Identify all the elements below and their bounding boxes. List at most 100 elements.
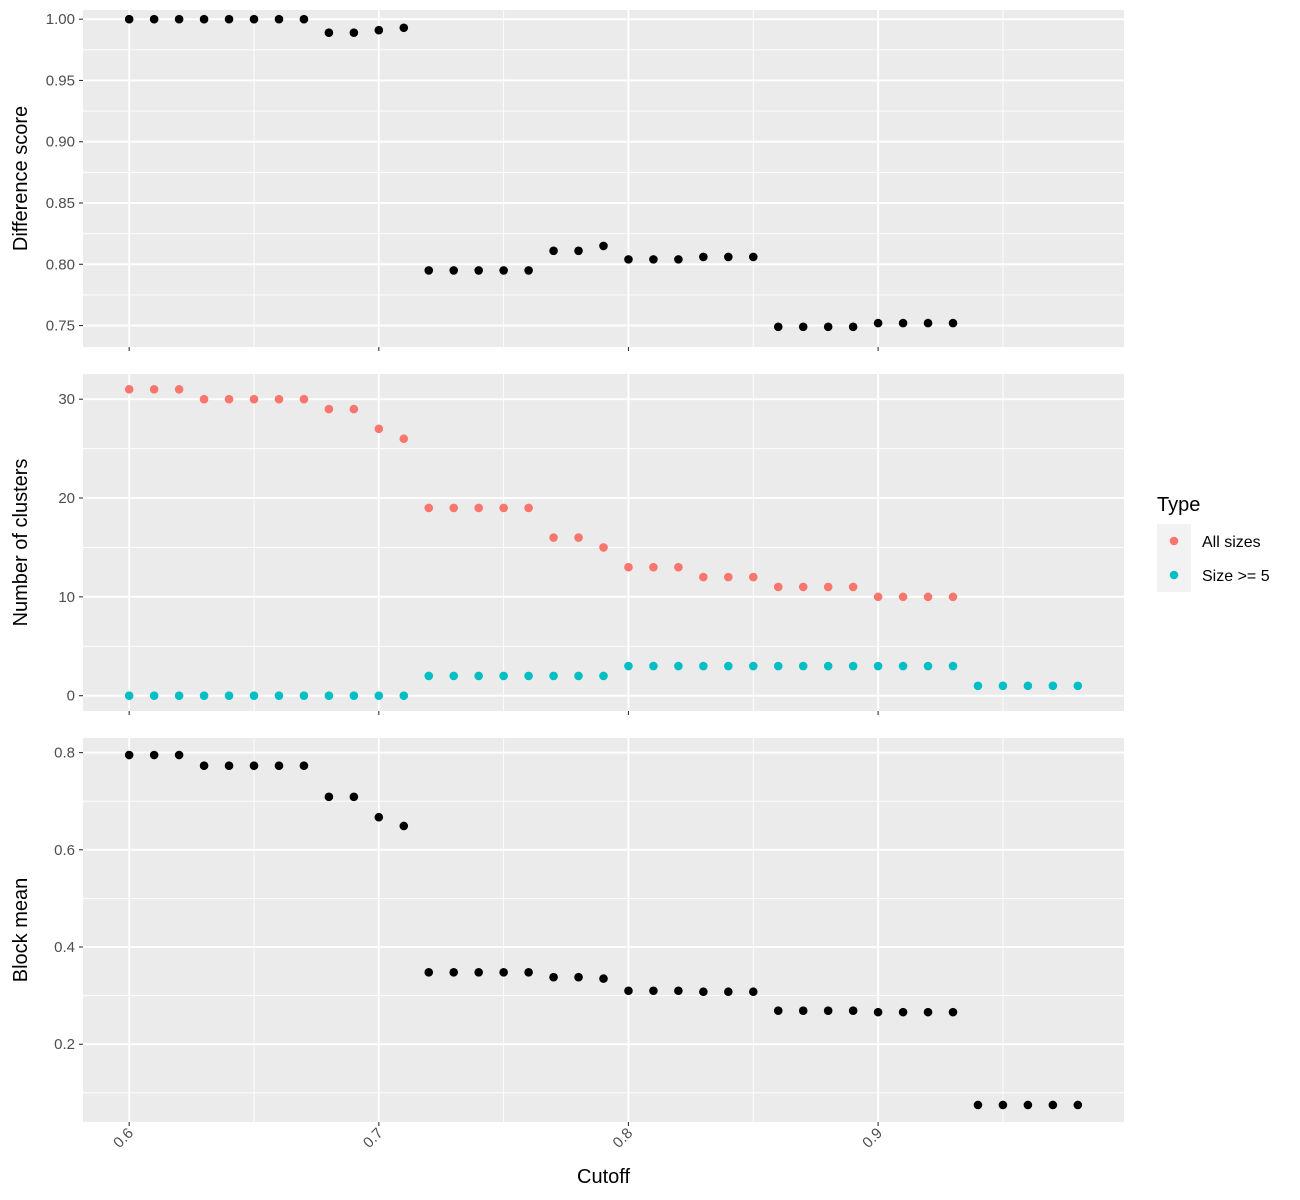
data-point bbox=[1023, 681, 1033, 691]
data-point bbox=[274, 761, 284, 771]
y-tick-label: 20 bbox=[58, 490, 75, 507]
data-point bbox=[224, 14, 234, 24]
x-tick-label: 0.8 bbox=[610, 1125, 637, 1152]
data-point bbox=[748, 572, 758, 582]
y-axis-title: Difference score bbox=[10, 106, 32, 251]
data-point bbox=[174, 14, 184, 24]
y-axis-title: Block mean bbox=[10, 878, 32, 983]
y-tick-label: 0.75 bbox=[46, 318, 75, 335]
data-point bbox=[499, 967, 508, 977]
data-point bbox=[873, 661, 883, 671]
data-point bbox=[624, 986, 633, 996]
legend: Type All sizes Size >= 5 bbox=[1157, 494, 1270, 592]
data-point bbox=[249, 394, 259, 404]
data-point bbox=[374, 812, 384, 822]
data-point bbox=[574, 671, 583, 681]
data-point bbox=[699, 661, 708, 671]
data-point bbox=[948, 1007, 958, 1017]
y-tick-label: 10 bbox=[58, 589, 75, 606]
data-point bbox=[524, 671, 533, 681]
data-point bbox=[349, 691, 359, 700]
data-point bbox=[174, 691, 184, 700]
data-point bbox=[324, 792, 334, 802]
data-point bbox=[798, 1006, 808, 1015]
data-point bbox=[624, 661, 633, 671]
data-point bbox=[898, 1007, 908, 1017]
data-point bbox=[149, 385, 159, 394]
data-point bbox=[1048, 1100, 1058, 1110]
data-point bbox=[124, 385, 134, 394]
data-point bbox=[274, 394, 284, 404]
data-point bbox=[224, 394, 234, 404]
data-point bbox=[124, 691, 134, 700]
data-point bbox=[1073, 1100, 1083, 1110]
x-tick-label: 0.6 bbox=[110, 1125, 137, 1152]
data-point bbox=[773, 322, 783, 332]
data-point bbox=[898, 318, 908, 328]
data-point bbox=[549, 533, 558, 542]
panel-background bbox=[83, 374, 1124, 711]
data-point bbox=[349, 404, 359, 414]
y-tick-label: 0.80 bbox=[46, 256, 75, 273]
data-point bbox=[299, 14, 309, 24]
y-tick-label: 0.90 bbox=[46, 134, 75, 151]
data-point bbox=[898, 661, 908, 671]
data-point bbox=[299, 394, 309, 404]
data-point bbox=[249, 14, 259, 24]
data-point bbox=[798, 322, 808, 332]
data-point bbox=[674, 986, 683, 996]
y-axis-title: Number of clusters bbox=[10, 459, 32, 627]
y-tick-label: 0.6 bbox=[54, 842, 75, 859]
x-tick-label: 0.7 bbox=[360, 1125, 387, 1152]
data-point bbox=[449, 503, 459, 513]
data-point bbox=[474, 671, 483, 681]
data-point bbox=[324, 404, 334, 414]
data-point bbox=[724, 252, 733, 262]
data-point bbox=[599, 671, 608, 681]
data-point bbox=[923, 1007, 933, 1017]
data-point bbox=[898, 592, 908, 602]
data-point bbox=[149, 750, 159, 760]
data-point bbox=[424, 967, 434, 977]
data-point bbox=[649, 255, 658, 264]
data-point bbox=[199, 394, 209, 404]
data-point bbox=[699, 252, 708, 262]
y-tick-label: 0.85 bbox=[46, 195, 75, 212]
data-point bbox=[474, 503, 483, 513]
data-point bbox=[873, 592, 883, 602]
data-point bbox=[249, 761, 259, 771]
data-point bbox=[948, 318, 958, 328]
data-point bbox=[1073, 681, 1083, 691]
data-point bbox=[773, 661, 783, 671]
legend-label: Size >= 5 bbox=[1202, 568, 1270, 585]
data-point bbox=[299, 761, 309, 771]
data-point bbox=[574, 533, 583, 542]
y-tick-label: 0.4 bbox=[54, 939, 75, 956]
data-point bbox=[199, 761, 209, 771]
data-point bbox=[224, 761, 234, 771]
data-point bbox=[724, 661, 733, 671]
data-point bbox=[199, 14, 209, 24]
data-point bbox=[973, 681, 983, 691]
data-point bbox=[923, 661, 933, 671]
data-point bbox=[199, 691, 209, 700]
data-point bbox=[848, 582, 858, 592]
data-point bbox=[524, 967, 533, 977]
y-tick-label: 0 bbox=[67, 688, 75, 705]
data-point bbox=[549, 671, 558, 681]
legend-title: Type bbox=[1157, 494, 1200, 516]
data-point bbox=[848, 322, 858, 332]
data-point bbox=[923, 318, 933, 328]
data-point bbox=[699, 987, 708, 997]
panel-3: 0.2 0.4 0.6 0.8 Block mean bbox=[10, 738, 1124, 1126]
data-point bbox=[699, 572, 708, 582]
data-point bbox=[374, 691, 384, 700]
data-point bbox=[399, 691, 409, 700]
data-point bbox=[124, 750, 134, 760]
data-point bbox=[149, 691, 159, 700]
data-point bbox=[599, 543, 608, 552]
data-point bbox=[624, 255, 633, 264]
data-point bbox=[374, 25, 384, 35]
panel-background bbox=[83, 738, 1124, 1122]
data-point bbox=[848, 1006, 858, 1015]
